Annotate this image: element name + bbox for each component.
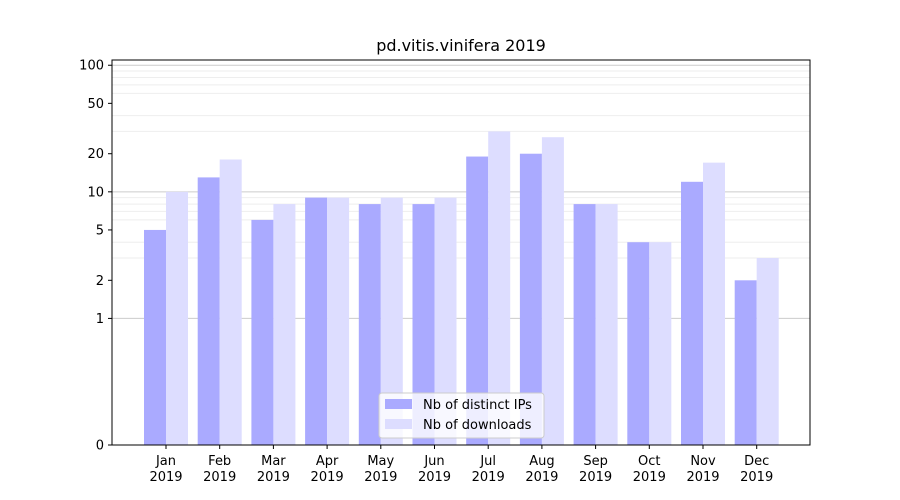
x-tick-label: Nov 2019 xyxy=(686,454,719,485)
y-tick-label: 50 xyxy=(87,97,104,112)
bar-downloads xyxy=(756,258,779,445)
x-tick-label: Oct 2019 xyxy=(633,454,666,485)
bar-distinct-ips xyxy=(251,219,274,445)
legend-swatch xyxy=(385,399,412,409)
legend-label: Nb of downloads xyxy=(423,418,532,433)
legend-label: Nb of distinct IPs xyxy=(423,398,532,413)
y-tick-label: 5 xyxy=(96,223,104,238)
bar-downloads xyxy=(166,191,188,445)
y-tick-label: 0 xyxy=(96,439,104,454)
bar-distinct-ips xyxy=(358,204,381,445)
bar-distinct-ips xyxy=(734,280,757,445)
bar-downloads xyxy=(703,162,725,445)
bar-downloads xyxy=(541,137,564,446)
y-tick-label: 100 xyxy=(79,59,104,74)
x-tick-label: Aug 2019 xyxy=(525,454,558,485)
x-tick-label: Sep 2019 xyxy=(579,454,612,485)
bar-distinct-ips xyxy=(305,197,328,445)
bar-distinct-ips xyxy=(573,204,596,445)
x-tick-label: Mar 2019 xyxy=(257,454,290,485)
legend-box xyxy=(378,392,545,439)
x-tick-label: Jan 2019 xyxy=(149,454,182,485)
x-tick-label: Feb 2019 xyxy=(203,454,236,485)
bar-downloads xyxy=(380,197,403,445)
bar-distinct-ips xyxy=(144,229,166,445)
plot-frame xyxy=(111,59,811,446)
x-tick-label: Apr 2019 xyxy=(311,454,344,485)
bar-downloads xyxy=(649,242,672,445)
bar-downloads xyxy=(327,197,350,445)
y-tick-label: 20 xyxy=(87,147,104,162)
bar-downloads xyxy=(434,197,457,445)
bar-downloads xyxy=(488,131,511,445)
bar-downloads xyxy=(595,204,618,445)
bar-downloads xyxy=(219,159,242,445)
x-tick-label: Dec 2019 xyxy=(740,454,773,485)
y-tick-label: 10 xyxy=(87,185,104,200)
y-tick-label: 1 xyxy=(96,312,104,327)
bar-distinct-ips xyxy=(466,156,489,446)
x-tick-label: May 2019 xyxy=(364,454,397,485)
bar-distinct-ips xyxy=(412,204,435,445)
chart-title: pd.vitis.vinifera 2019 xyxy=(376,36,546,55)
x-tick-label: Jul 2019 xyxy=(472,454,505,485)
y-tick-label: 2 xyxy=(96,274,104,289)
bar-downloads xyxy=(273,204,296,445)
bar-distinct-ips xyxy=(681,181,703,445)
x-tick-label: Jun 2019 xyxy=(418,454,451,485)
bar-distinct-ips xyxy=(519,153,542,446)
bar-distinct-ips xyxy=(627,242,650,445)
legend-swatch xyxy=(385,419,412,429)
bar-distinct-ips xyxy=(197,177,220,446)
